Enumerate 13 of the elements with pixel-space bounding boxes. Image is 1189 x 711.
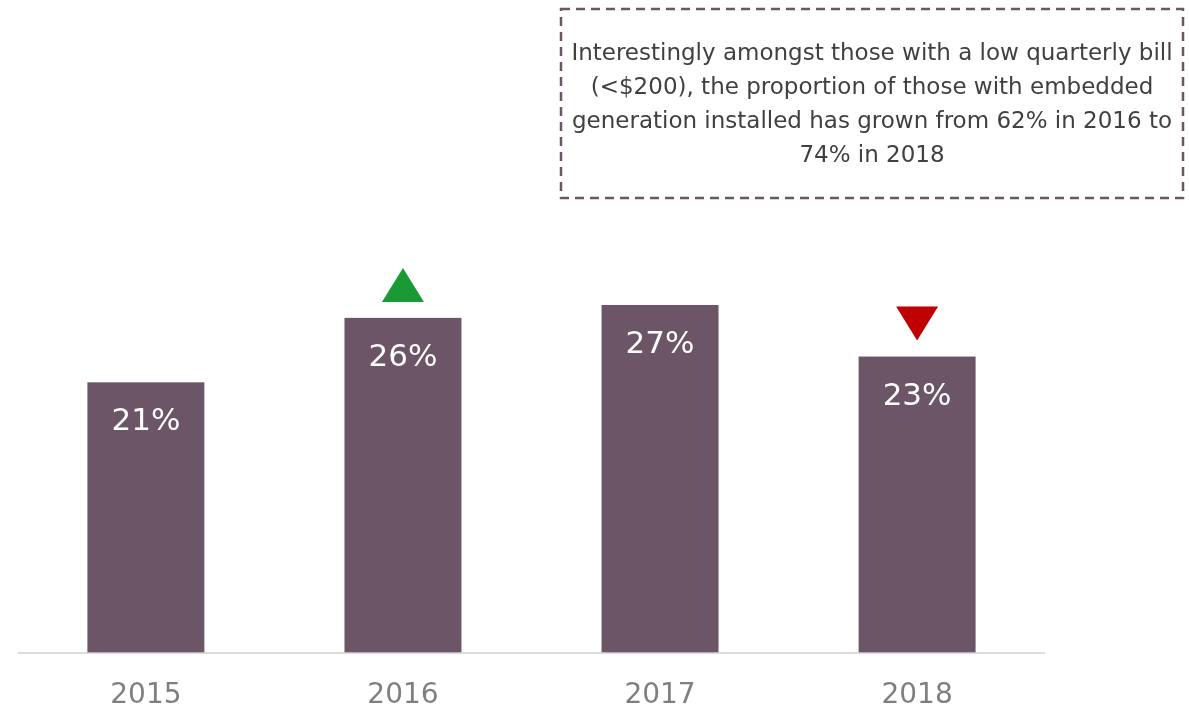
x-tick-label: 2016 (367, 677, 439, 710)
x-tick-label: 2018 (881, 677, 953, 710)
data-label: 23% (882, 375, 952, 412)
text: Interestingly amongst those with a low quarterly bill (<$200), the proportion of those with embedded generation installed has grown from 62% in 2016 to 74% in 2018 (570, 38, 1174, 169)
bar (344, 317, 462, 653)
data-label: 26% (368, 336, 438, 373)
bar (858, 356, 976, 653)
data-label: 21% (111, 401, 181, 438)
x-tick-label: 2017 (624, 677, 696, 710)
bar (87, 382, 205, 653)
data-label: 27% (625, 324, 695, 360)
bar (601, 305, 719, 653)
x-tick-label: 2015 (110, 677, 182, 710)
